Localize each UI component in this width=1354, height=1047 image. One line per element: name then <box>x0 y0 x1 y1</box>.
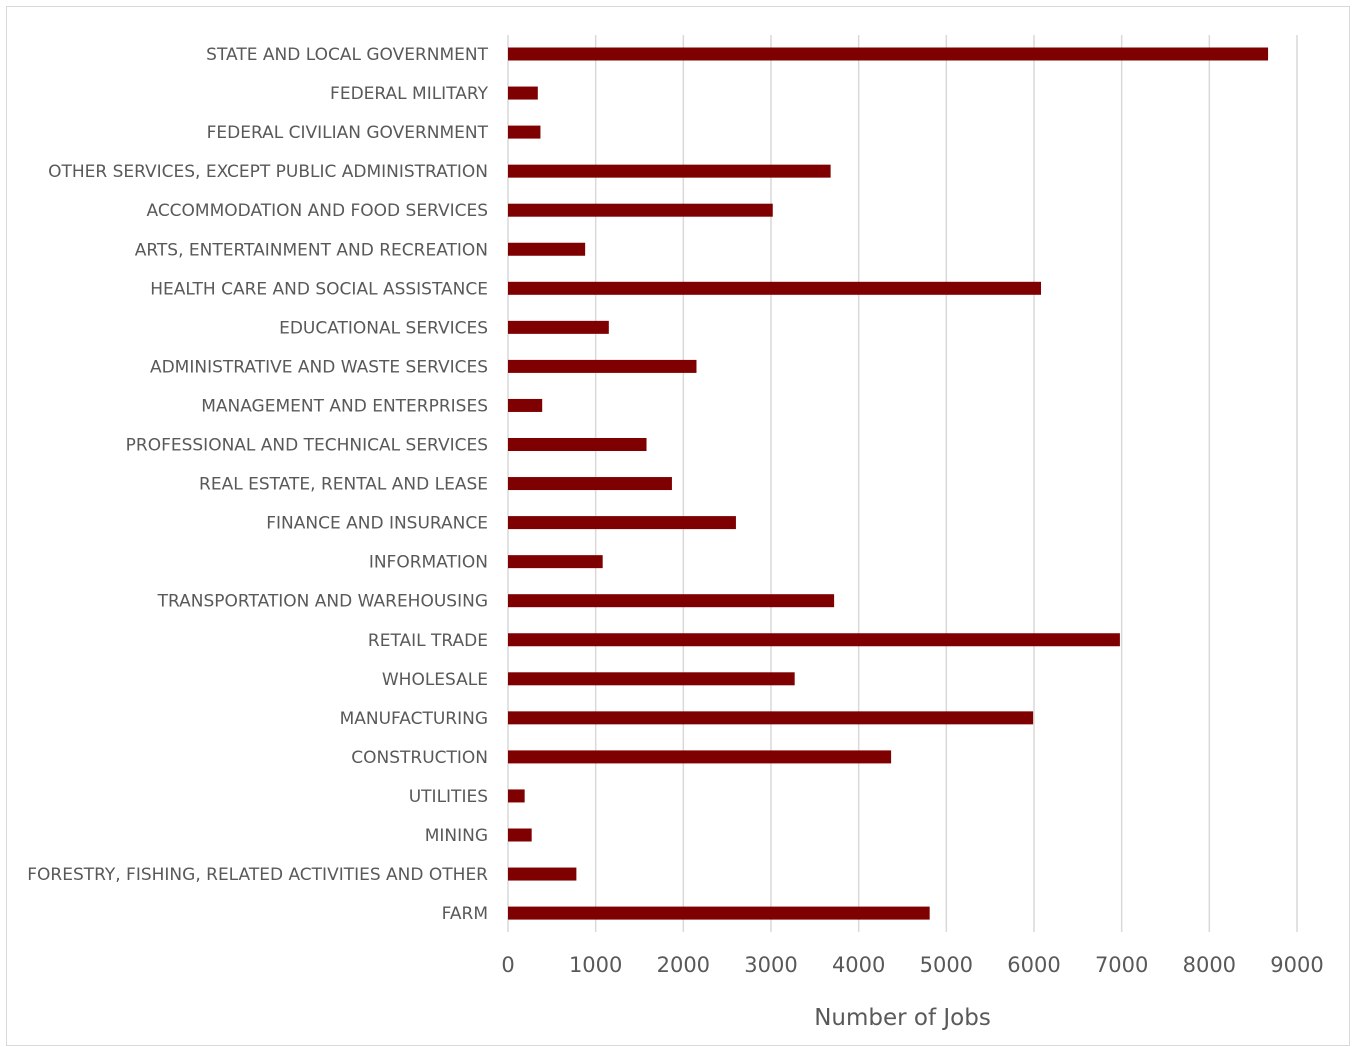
x-axis-title: Number of Jobs <box>814 1005 991 1031</box>
x-tick-label-8000: 8000 <box>1183 953 1236 977</box>
category-label-21: FORESTRY, FISHING, RELATED ACTIVITIES AN… <box>27 865 488 885</box>
category-label-6: HEALTH CARE AND SOCIAL ASSISTANCE <box>150 279 488 299</box>
category-label-16: WHOLESALE <box>382 670 488 690</box>
bar-21 <box>508 867 577 881</box>
bar-2 <box>508 125 541 139</box>
bar-7 <box>508 320 609 334</box>
category-label-5: ARTS, ENTERTAINMENT AND RECREATION <box>135 240 488 260</box>
bar-3 <box>508 164 831 178</box>
bars <box>508 47 1269 920</box>
category-label-9: MANAGEMENT AND ENTERPRISES <box>201 396 488 416</box>
x-tick-label-0: 0 <box>501 953 514 977</box>
x-tick-label-5000: 5000 <box>920 953 973 977</box>
bar-22 <box>508 906 930 920</box>
bar-12 <box>508 516 736 530</box>
category-label-11: REAL ESTATE, RENTAL AND LEASE <box>199 475 488 495</box>
category-label-14: TRANSPORTATION AND WAREHOUSING <box>157 592 488 612</box>
bar-chart: STATE AND LOCAL GOVERNMENT FEDERAL MILITA… <box>27 35 1324 1031</box>
bar-5 <box>508 242 586 256</box>
category-label-18: CONSTRUCTION <box>351 748 488 768</box>
category-label-4: ACCOMMODATION AND FOOD SERVICES <box>146 201 488 221</box>
category-label-10: PROFESSIONAL AND TECHNICAL SERVICES <box>126 436 488 456</box>
x-tick-label-9000: 9000 <box>1270 953 1323 977</box>
chart-frame: STATE AND LOCAL GOVERNMENT FEDERAL MILITA… <box>6 6 1350 1046</box>
bar-18 <box>508 750 892 764</box>
category-label-20: MINING <box>425 826 488 846</box>
x-tick-label-1000: 1000 <box>569 953 622 977</box>
x-tick-label-2000: 2000 <box>657 953 710 977</box>
category-label-13: INFORMATION <box>369 553 488 573</box>
category-label-3: OTHER SERVICES, EXCEPT PUBLIC ADMINISTRA… <box>48 162 488 182</box>
bar-19 <box>508 789 525 803</box>
bar-13 <box>508 555 603 569</box>
category-label-15: RETAIL TRADE <box>368 631 488 651</box>
category-label-0: STATE AND LOCAL GOVERNMENT <box>206 45 488 65</box>
bar-16 <box>508 672 795 686</box>
category-label-1: FEDERAL MILITARY <box>330 84 489 104</box>
x-tick-label-4000: 4000 <box>832 953 885 977</box>
category-label-19: UTILITIES <box>409 787 488 807</box>
bar-0 <box>508 47 1269 61</box>
category-labels: STATE AND LOCAL GOVERNMENT FEDERAL MILITA… <box>27 45 488 924</box>
bar-20 <box>508 828 532 842</box>
bar-10 <box>508 438 647 451</box>
category-label-17: MANUFACTURING <box>340 709 488 729</box>
x-tick-label-3000: 3000 <box>744 953 797 977</box>
category-label-2: FEDERAL CIVILIAN GOVERNMENT <box>207 123 489 143</box>
bar-9 <box>508 398 543 412</box>
category-label-8: ADMINISTRATIVE AND WASTE SERVICES <box>150 357 488 377</box>
bar-4 <box>508 203 773 217</box>
bar-8 <box>508 359 697 373</box>
bar-1 <box>508 86 538 100</box>
category-label-22: FARM <box>442 904 488 924</box>
bar-14 <box>508 594 835 608</box>
x-tick-label-7000: 7000 <box>1095 953 1148 977</box>
category-label-7: EDUCATIONAL SERVICES <box>279 318 488 338</box>
bar-15 <box>508 633 1120 647</box>
bar-6 <box>508 281 1042 295</box>
x-tick-label-6000: 6000 <box>1007 953 1060 977</box>
bar-11 <box>508 477 672 491</box>
x-axis-ticks: 0 1000 2000 3000 4000 5000 6000 7000 8000 9000 <box>501 953 1323 977</box>
bar-17 <box>508 711 1034 725</box>
category-label-12: FINANCE AND INSURANCE <box>266 514 488 534</box>
gridlines <box>507 35 1298 932</box>
